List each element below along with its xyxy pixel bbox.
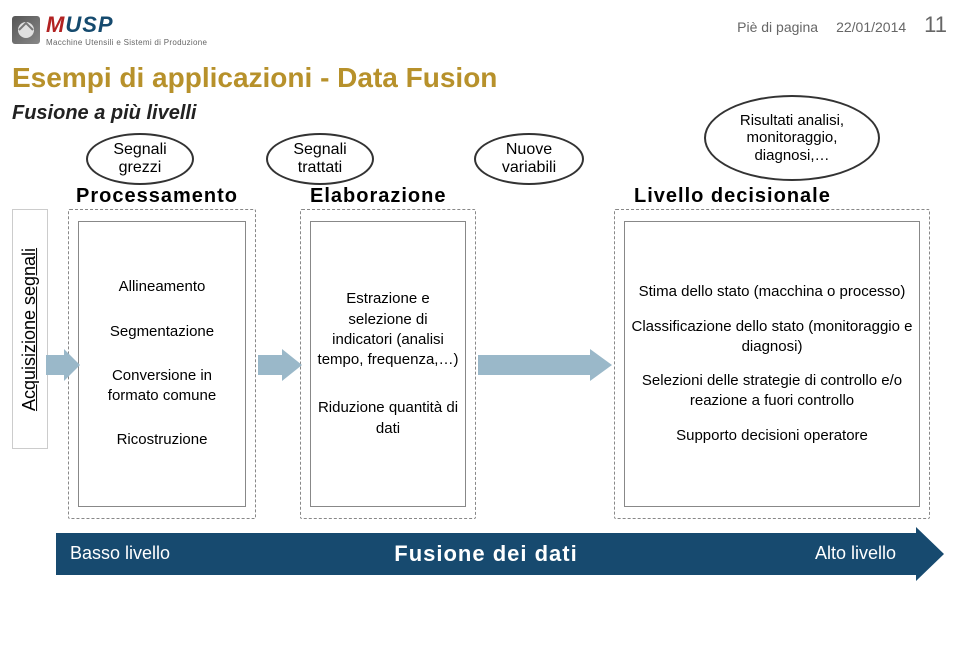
arrow-acq-to-1 <box>46 349 80 381</box>
diagram-stage: Acquisizione segnali Segnali grezzi Segn… <box>12 139 947 579</box>
box1-line1: Allineamento <box>85 277 239 297</box>
col-elaborazione: Elaborazione <box>310 185 446 208</box>
box-processamento: Allineamento Segmentazione Conversione i… <box>78 221 246 507</box>
logo-text: MUSP <box>46 12 207 38</box>
pill-segnali-grezzi: Segnali grezzi <box>86 133 194 185</box>
slide-meta: Piè di pagina 22/01/2014 11 <box>737 12 947 38</box>
bottom-center-label: Fusione dei dati <box>394 541 577 567</box>
logo: MUSP Macchine Utensili e Sistemi di Prod… <box>12 12 207 47</box>
box3-line1: Stima dello stato (macchina o processo) <box>631 282 913 302</box>
logo-subtitle: Macchine Utensili e Sistemi di Produzion… <box>46 38 207 47</box>
bottom-arrow-bar: Basso livello Fusione dei dati Alto live… <box>56 533 916 575</box>
slide-date: 22/01/2014 <box>836 19 906 35</box>
box2-line1: Estrazione e selezione di indicatori (an… <box>317 289 459 370</box>
footer-label: Piè di pagina <box>737 19 818 35</box>
box3-line3: Selezioni delle strategie di controllo e… <box>631 371 913 412</box>
acquisition-label: Acquisizione segnali <box>12 209 48 449</box>
box1-line4: Ricostruzione <box>85 430 239 450</box>
box3-line4: Supporto decisioni operatore <box>631 426 913 446</box>
box2-line2: Riduzione quantità di dati <box>317 398 459 439</box>
box-elaborazione: Estrazione e selezione di indicatori (an… <box>310 221 466 507</box>
box3-line2: Classificazione dello stato (monitoraggi… <box>631 317 913 358</box>
arrow-1-to-2 <box>258 349 302 381</box>
slide-title: Esempi di applicazioni - Data Fusion <box>12 62 947 94</box>
page-number: 11 <box>924 12 947 38</box>
pill-segnali-trattati: Segnali trattati <box>266 133 374 185</box>
box-decisionale: Stima dello stato (macchina o processo) … <box>624 221 920 507</box>
box1-line3: Conversione in formato comune <box>85 366 239 407</box>
arrow-2-to-3 <box>478 349 612 381</box>
slide-header: MUSP Macchine Utensili e Sistemi di Prod… <box>12 12 947 54</box>
col-livello-decisionale: Livello decisionale <box>634 185 831 208</box>
bottom-right-label: Alto livello <box>815 543 896 564</box>
bottom-left-label: Basso livello <box>70 543 170 564</box>
box1-line2: Segmentazione <box>85 322 239 342</box>
col-processamento: Processamento <box>76 185 238 208</box>
pill-nuove-variabili: Nuove variabili <box>474 133 584 185</box>
logo-icon <box>12 16 40 44</box>
pill-risultati: Risultati analisi, monitoraggio, diagnos… <box>704 95 880 181</box>
